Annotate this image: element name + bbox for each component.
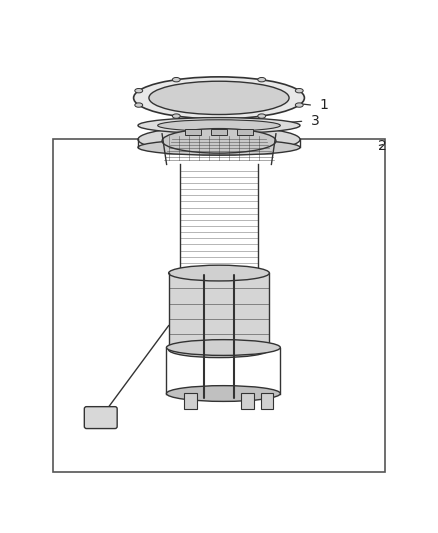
FancyBboxPatch shape — [84, 407, 117, 429]
Ellipse shape — [258, 114, 265, 118]
Bar — [184, 393, 197, 409]
Ellipse shape — [138, 118, 300, 133]
Ellipse shape — [138, 140, 300, 155]
Ellipse shape — [166, 386, 280, 401]
Bar — [185, 129, 201, 135]
Text: 3: 3 — [311, 114, 320, 128]
Ellipse shape — [158, 120, 280, 131]
Ellipse shape — [169, 265, 269, 281]
Bar — [237, 129, 253, 135]
Bar — [261, 393, 273, 409]
Ellipse shape — [162, 128, 276, 153]
Ellipse shape — [149, 81, 289, 115]
Ellipse shape — [166, 340, 280, 356]
Text: 1: 1 — [320, 98, 328, 112]
Ellipse shape — [173, 77, 180, 82]
Ellipse shape — [135, 103, 143, 107]
Ellipse shape — [135, 88, 143, 93]
Ellipse shape — [295, 88, 303, 93]
Bar — [53, 140, 385, 472]
Ellipse shape — [295, 103, 303, 107]
Polygon shape — [169, 273, 269, 350]
Bar — [241, 393, 254, 409]
Ellipse shape — [134, 77, 304, 119]
Text: 2: 2 — [378, 139, 386, 153]
Ellipse shape — [172, 114, 180, 118]
Ellipse shape — [169, 342, 269, 358]
Bar — [211, 129, 227, 135]
Ellipse shape — [138, 126, 300, 152]
Ellipse shape — [258, 77, 265, 82]
